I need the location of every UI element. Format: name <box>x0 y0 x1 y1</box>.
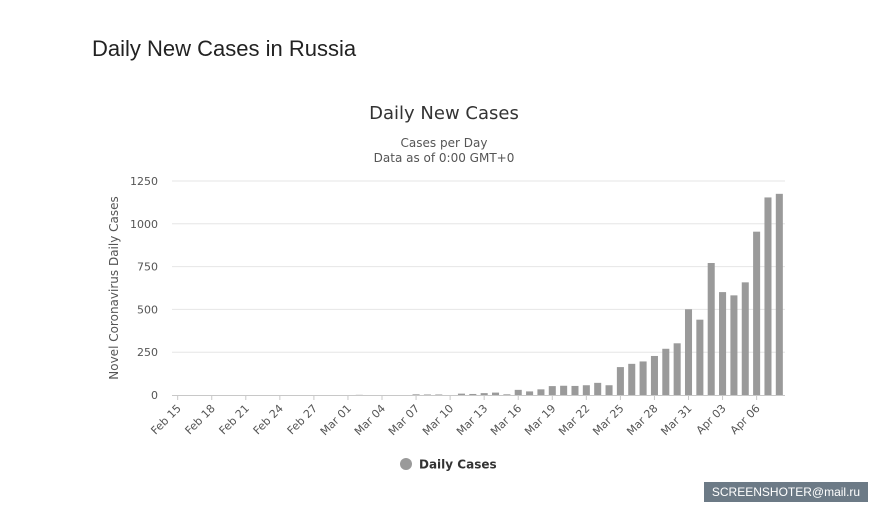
bar[interactable] <box>457 393 465 395</box>
bar[interactable] <box>684 309 693 395</box>
x-tick-label: Mar 19 <box>522 402 558 438</box>
x-tick-label: Mar 07 <box>386 402 422 438</box>
x-tick-label: Feb 21 <box>217 402 252 437</box>
y-axis-label: Novel Coronavirus Daily Cases <box>107 196 121 379</box>
legend[interactable]: Daily Cases <box>400 458 497 472</box>
chart-subtitle-line2: Data as of 0:00 GMT+0 <box>374 151 515 165</box>
bars <box>355 193 783 395</box>
bar[interactable] <box>492 392 500 395</box>
bar[interactable] <box>719 292 727 395</box>
bar[interactable] <box>741 282 749 395</box>
x-tick-label: Mar 04 <box>352 402 388 438</box>
bar[interactable] <box>628 363 636 395</box>
bar[interactable] <box>696 319 704 395</box>
y-tick-label: 0 <box>151 389 158 402</box>
bar[interactable] <box>571 385 579 395</box>
x-tick-label: Mar 22 <box>556 402 592 438</box>
x-tick-label: Feb 24 <box>251 402 286 437</box>
chart-title: Daily New Cases <box>369 103 519 124</box>
chart-subtitle-line1: Cases per Day <box>401 136 488 150</box>
x-tick-label: Mar 13 <box>454 402 490 438</box>
x-tick-label: Mar 25 <box>590 402 626 438</box>
gridlines <box>172 180 785 353</box>
legend-label: Daily Cases <box>419 458 497 472</box>
bar[interactable] <box>616 367 624 395</box>
bar[interactable] <box>662 348 670 395</box>
bar[interactable] <box>673 343 681 395</box>
bar[interactable] <box>480 393 488 395</box>
bar[interactable] <box>548 386 556 395</box>
bar[interactable] <box>469 393 477 395</box>
bar[interactable] <box>605 385 613 395</box>
legend-marker-icon <box>400 458 412 470</box>
x-axis <box>172 395 785 400</box>
x-tick-label: Feb 15 <box>148 402 183 437</box>
y-tick-label: 500 <box>137 303 158 316</box>
watermark: SCREENSHOTER@mail.ru <box>704 482 868 502</box>
bar[interactable] <box>639 361 647 395</box>
bar[interactable] <box>423 394 431 395</box>
bar[interactable] <box>764 197 772 395</box>
x-tick-label: Apr 06 <box>728 402 763 437</box>
bar[interactable] <box>412 394 420 395</box>
bar[interactable] <box>582 385 590 395</box>
bar[interactable] <box>594 382 602 395</box>
page-title: Daily New Cases in Russia <box>92 36 357 61</box>
bar[interactable] <box>435 394 443 395</box>
x-tick-label: Apr 03 <box>694 402 729 437</box>
bar[interactable] <box>707 263 715 395</box>
bar[interactable] <box>503 394 511 395</box>
x-tick-label: Mar 10 <box>420 402 456 438</box>
bar[interactable] <box>560 385 568 395</box>
x-tick-label: Mar 01 <box>318 402 354 438</box>
bar[interactable] <box>650 355 658 395</box>
y-tick-labels: 0 250 500 750 1000 1250 <box>130 175 158 402</box>
x-tick-label: Mar 31 <box>658 402 694 438</box>
bar[interactable] <box>730 295 738 395</box>
x-tick-label: Feb 27 <box>285 402 320 437</box>
x-tick-label: Mar 16 <box>488 402 524 438</box>
y-tick-label: 1000 <box>130 218 158 231</box>
bar[interactable] <box>526 391 534 395</box>
y-tick-label: 1250 <box>130 175 158 188</box>
y-tick-label: 250 <box>137 346 158 359</box>
bar[interactable] <box>753 231 761 395</box>
bar[interactable] <box>514 389 522 395</box>
bar[interactable] <box>775 193 783 395</box>
x-tick-label: Feb 18 <box>183 402 218 437</box>
x-tick-label: Mar 28 <box>624 402 660 438</box>
bar[interactable] <box>537 389 545 395</box>
y-tick-label: 750 <box>137 261 158 274</box>
